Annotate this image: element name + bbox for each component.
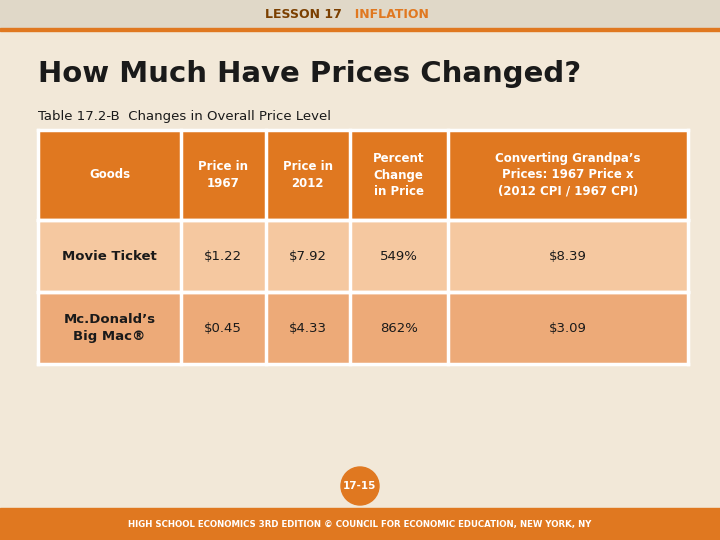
Text: 17-15: 17-15 [343,481,377,491]
Bar [0,508,720,540]
Bar [350,130,448,220]
Text: $7.92: $7.92 [289,249,327,262]
Bar [350,292,448,364]
Bar [38,220,181,292]
Bar [266,130,350,220]
Bar [0,0,720,28]
Text: $0.45: $0.45 [204,321,242,334]
Text: Price in
2012: Price in 2012 [283,160,333,190]
Text: 549%: 549% [380,249,418,262]
Bar [181,130,266,220]
Text: Price in
1967: Price in 1967 [198,160,248,190]
Bar [38,130,181,220]
Bar [181,292,266,364]
Bar [448,130,688,220]
Text: Converting Grandpa’s
Prices: 1967 Price x
(2012 CPI / 1967 CPI): Converting Grandpa’s Prices: 1967 Price … [495,152,641,198]
Text: Table 17.2-B  Changes in Overall Price Level: Table 17.2-B Changes in Overall Price Le… [38,110,331,123]
Bar [266,292,350,364]
Bar [350,220,448,292]
Text: $3.09: $3.09 [549,321,587,334]
Text: Mc.Donald’s
Big Mac®: Mc.Donald’s Big Mac® [63,313,156,343]
Bar [266,220,350,292]
Text: INFLATION: INFLATION [346,8,429,21]
Text: $1.22: $1.22 [204,249,243,262]
Text: Movie Ticket: Movie Ticket [62,249,157,262]
Circle shape [341,467,379,505]
Text: How Much Have Prices Changed?: How Much Have Prices Changed? [38,60,581,88]
Bar [448,292,688,364]
Bar [0,28,720,31]
Text: $8.39: $8.39 [549,249,587,262]
Text: HIGH SCHOOL ECONOMICS 3RD EDITION © COUNCIL FOR ECONOMIC EDUCATION, NEW YORK, NY: HIGH SCHOOL ECONOMICS 3RD EDITION © COUN… [128,519,592,529]
Text: Percent
Change
in Price: Percent Change in Price [373,152,425,198]
Bar [448,220,688,292]
Bar [181,220,266,292]
Text: LESSON 17: LESSON 17 [265,8,342,21]
Text: $4.33: $4.33 [289,321,327,334]
Text: 862%: 862% [380,321,418,334]
Bar [38,292,181,364]
Text: Goods: Goods [89,168,130,181]
